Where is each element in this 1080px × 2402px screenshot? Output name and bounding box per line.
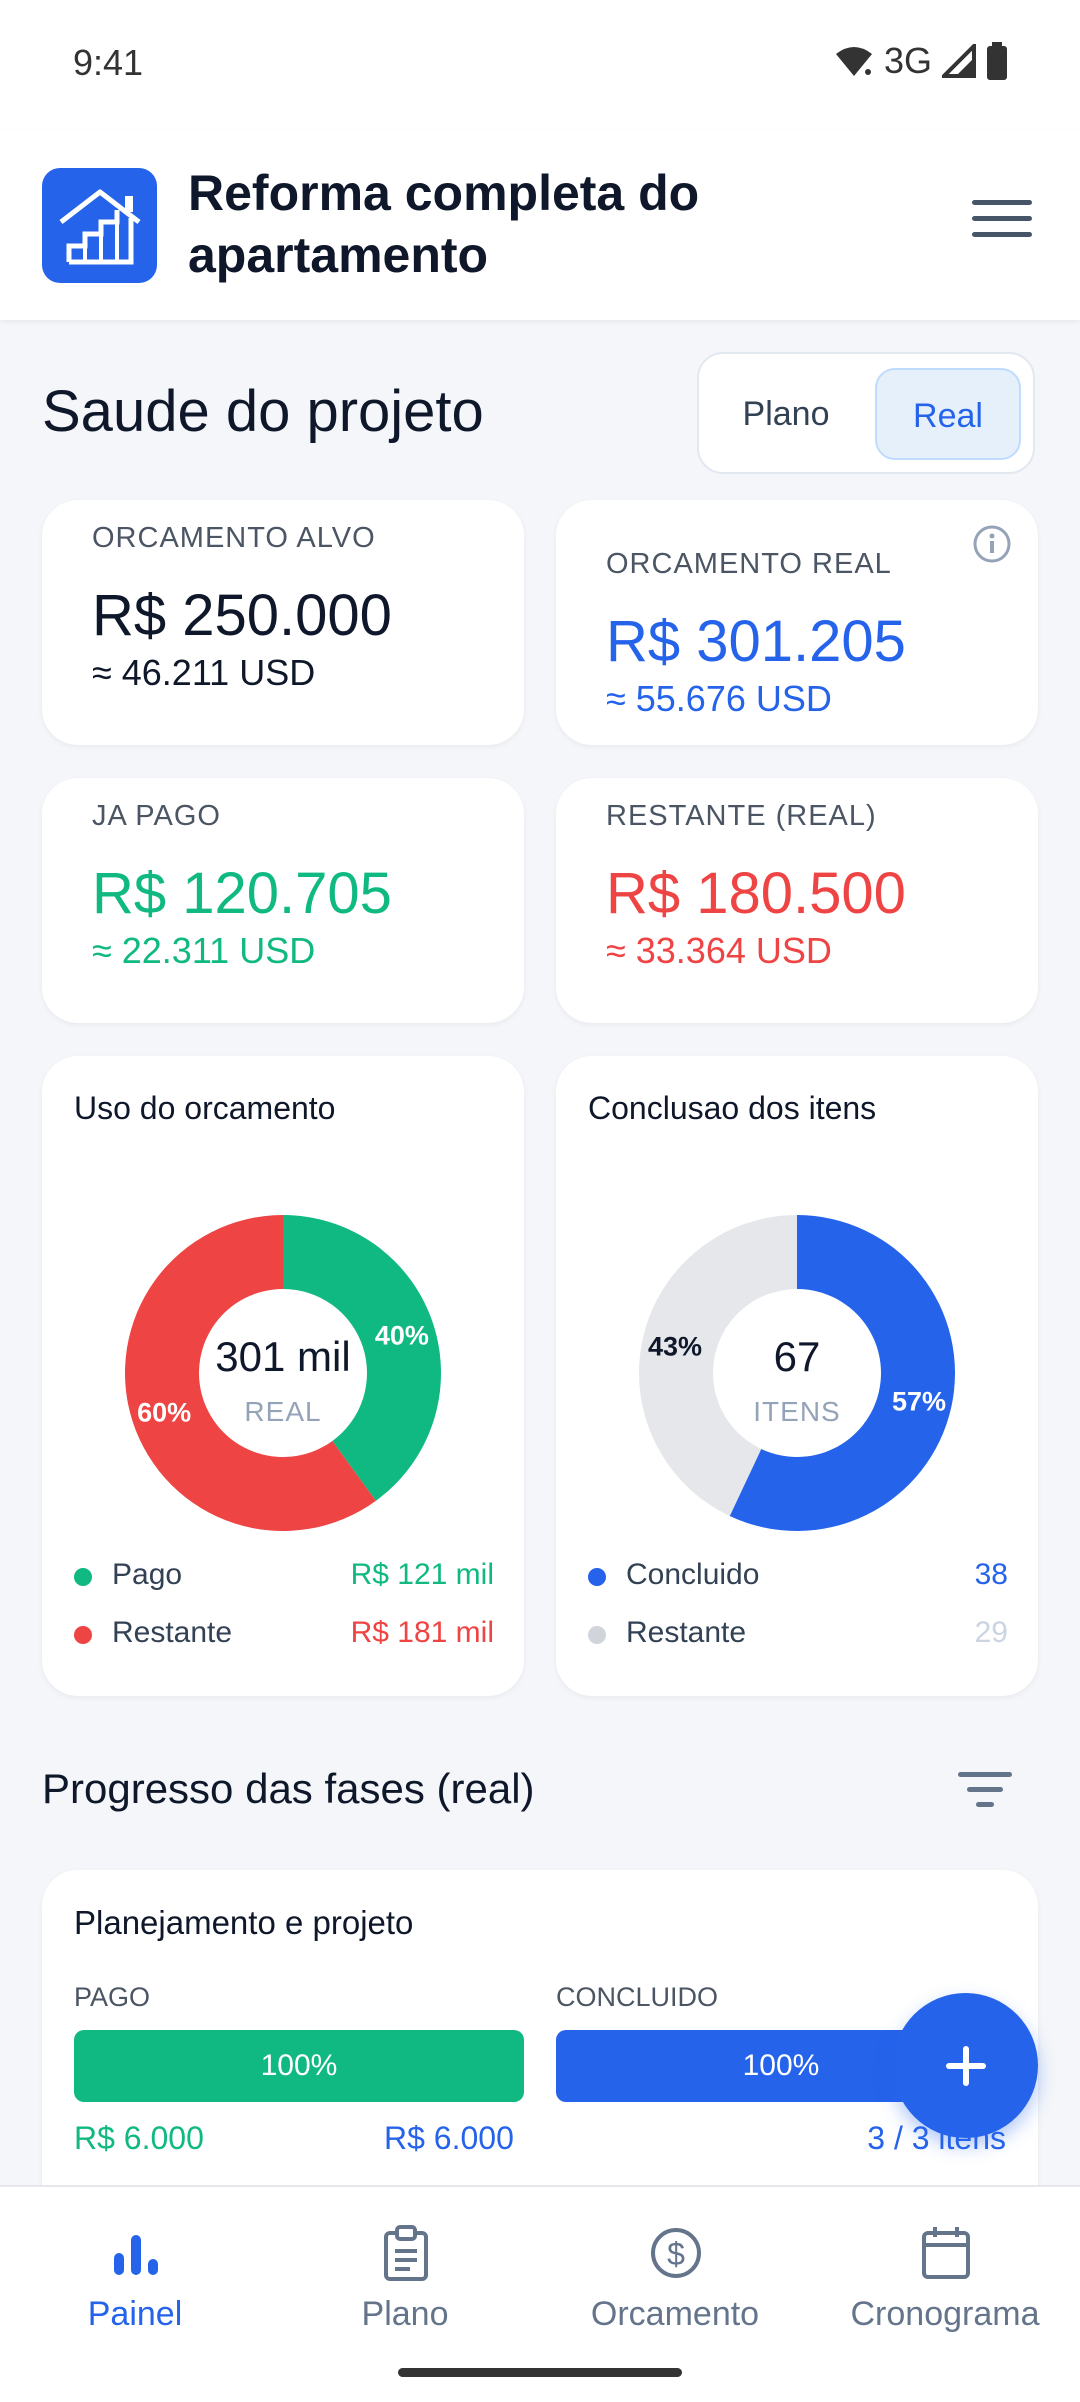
done-label: CONCLUIDO bbox=[556, 1982, 719, 2012]
phase-card[interactable]: Planejamento e projeto PAGO CONCLUIDO 10… bbox=[42, 1870, 1038, 2200]
clipboard-icon bbox=[384, 2225, 428, 2281]
legend-item-restante: Restante R$ 181 mil bbox=[74, 1614, 494, 1654]
legend-item-pago: Pago R$ 121 mil bbox=[74, 1556, 494, 1596]
paid-amount: R$ 6.000 bbox=[74, 2120, 204, 2156]
plus-icon bbox=[945, 2045, 986, 2086]
home-indicator bbox=[398, 2368, 682, 2377]
bar-chart-icon bbox=[114, 2235, 158, 2275]
view-toggle: Plano Real bbox=[697, 352, 1035, 474]
donut-center-label: ITENS bbox=[753, 1396, 840, 1427]
filter-button[interactable] bbox=[958, 1772, 1012, 1812]
legend-value: R$ 121 mil bbox=[350, 1558, 494, 1591]
filter-icon bbox=[958, 1772, 1012, 1777]
app-title: Reforma completa do apartamento bbox=[188, 165, 700, 283]
stat-usd: ≈ 55.676 USD bbox=[606, 678, 832, 719]
chart-title: Conclusao dos itens bbox=[588, 1090, 877, 1126]
stat-label: RESTANTE (REAL) bbox=[606, 800, 877, 832]
slice-percent-label: 57% bbox=[892, 1386, 946, 1416]
nav-label: Cronograma bbox=[850, 2295, 1040, 2333]
stat-usd: ≈ 46.211 USD bbox=[92, 652, 316, 693]
nav-label: Orcamento bbox=[590, 2295, 760, 2333]
items-completion-card: Conclusao dos itens 57% 43% 67 ITENS Conclu… bbox=[556, 1056, 1038, 1696]
budget-usage-card: Uso do orcamento 40% 60% 301 mil REAL Pago … bbox=[42, 1056, 524, 1696]
dollar-icon: $ bbox=[651, 2228, 701, 2278]
status-time: 9:41 bbox=[73, 42, 144, 83]
stat-value: R$ 120.705 bbox=[92, 861, 392, 926]
stat-label: ORCAMENTO REAL bbox=[606, 548, 892, 580]
stat-usd: ≈ 22.311 USD bbox=[92, 930, 316, 971]
legend-label: Restante bbox=[112, 1616, 233, 1649]
legend-dot bbox=[588, 1568, 606, 1586]
slice-percent-label: 40% bbox=[375, 1320, 429, 1350]
status-icons: 3G bbox=[834, 40, 1008, 82]
paid-progress-bar: 100% bbox=[74, 2030, 524, 2102]
app-logo bbox=[42, 168, 157, 283]
menu-icon bbox=[972, 200, 1032, 205]
legend-item-concluido: Concluido 38 bbox=[588, 1556, 1008, 1596]
stat-label: ORCAMENTO ALVO bbox=[92, 522, 376, 554]
signal-icon bbox=[942, 44, 976, 78]
legend-value: 38 bbox=[974, 1558, 1008, 1591]
slice-percent-label: 60% bbox=[137, 1398, 191, 1428]
donut-center-label: REAL bbox=[244, 1396, 321, 1427]
legend-label: Pago bbox=[112, 1558, 183, 1591]
info-icon[interactable] bbox=[972, 524, 1012, 564]
legend-value: R$ 181 mil bbox=[350, 1616, 494, 1649]
phases-title: Progresso das fases (real) bbox=[42, 1765, 535, 1812]
chart-title: Uso do orcamento bbox=[74, 1090, 336, 1126]
network-label: 3G bbox=[883, 40, 932, 81]
phase-name: Planejamento e projeto bbox=[74, 1904, 414, 1941]
building-stairs-icon bbox=[58, 189, 141, 264]
donut-slice-pago bbox=[283, 1215, 441, 1501]
status-bar: 9:41 3G bbox=[0, 0, 1080, 130]
donut-center-value: 301 mil bbox=[215, 1333, 350, 1380]
donut-slice-restante bbox=[639, 1215, 797, 1516]
wifi-icon bbox=[835, 47, 872, 76]
section-title: Saude do projeto bbox=[42, 379, 484, 444]
target-budget-card: ORCAMENTO ALVO R$ 250.000 ≈ 46.211 USD bbox=[42, 500, 524, 745]
legend-item-restante: Restante 29 bbox=[588, 1614, 1008, 1654]
donut-center-value: 67 bbox=[774, 1333, 821, 1380]
donut-slice-restante bbox=[124, 1215, 376, 1531]
nav-painel[interactable]: Painel bbox=[0, 2207, 270, 2347]
items-donut-chart: 57% 43% 67 ITENS bbox=[639, 1215, 955, 1531]
nav-label: Painel bbox=[87, 2295, 183, 2333]
stat-value: R$ 250.000 bbox=[92, 583, 392, 648]
menu-button[interactable] bbox=[972, 200, 1032, 250]
toggle-plano[interactable]: Plano bbox=[742, 395, 830, 433]
donut-slice-concluido bbox=[729, 1215, 955, 1531]
legend-label: Concluido bbox=[626, 1558, 760, 1591]
svg-text:$: $ bbox=[667, 2236, 685, 2272]
nav-cronograma[interactable]: Cronograma bbox=[810, 2207, 1080, 2347]
slice-percent-label: 43% bbox=[648, 1332, 702, 1362]
budget-donut-chart: 40% 60% 301 mil REAL bbox=[124, 1215, 441, 1531]
remaining-card: RESTANTE (REAL) R$ 180.500 ≈ 33.364 USD bbox=[556, 778, 1038, 1023]
nav-plano[interactable]: Plano bbox=[270, 2207, 540, 2347]
real-budget-card: ORCAMENTO REAL R$ 301.205 ≈ 55.676 USD bbox=[556, 500, 1038, 745]
battery-icon bbox=[987, 42, 1007, 80]
legend-dot bbox=[74, 1568, 92, 1586]
legend-dot bbox=[74, 1626, 92, 1644]
paid-card: JA PAGO R$ 120.705 ≈ 22.311 USD bbox=[42, 778, 524, 1023]
stat-value: R$ 180.500 bbox=[606, 861, 906, 926]
calendar-icon bbox=[922, 2227, 970, 2279]
nav-label: Plano bbox=[361, 2295, 449, 2333]
stat-value: R$ 301.205 bbox=[606, 609, 906, 674]
toggle-real[interactable]: Real bbox=[875, 368, 1021, 460]
legend-dot bbox=[588, 1626, 606, 1644]
app-bar: Reforma completa do apartamento bbox=[0, 130, 1080, 320]
paid-label: PAGO bbox=[74, 1982, 151, 2012]
stat-usd: ≈ 33.364 USD bbox=[606, 930, 832, 971]
bottom-navigation: Painel Plano $ Orcamento Cronograma bbox=[0, 2185, 1080, 2402]
nav-orcamento[interactable]: $ Orcamento bbox=[540, 2207, 810, 2347]
legend-value: 29 bbox=[974, 1616, 1008, 1649]
budget-amount: R$ 6.000 bbox=[384, 2120, 514, 2156]
legend-label: Restante bbox=[626, 1616, 747, 1649]
stat-label: JA PAGO bbox=[92, 800, 221, 832]
add-button[interactable] bbox=[893, 1993, 1038, 2138]
